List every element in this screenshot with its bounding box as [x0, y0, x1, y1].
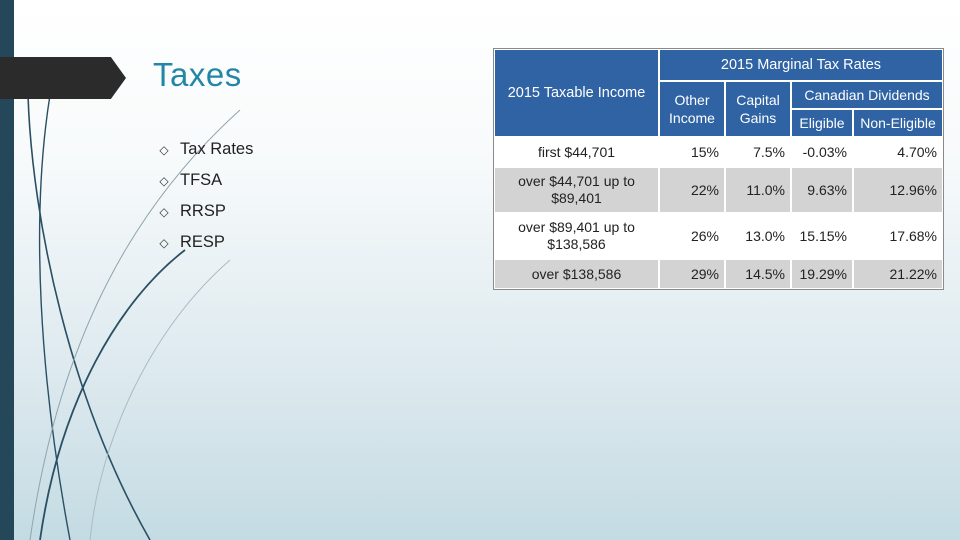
diamond-bullet-icon: ◇ [159, 235, 169, 250]
diamond-bullet-icon: ◇ [159, 173, 169, 188]
header-canadian-dividends: Canadian Dividends [791, 81, 943, 109]
bullet-list: ◇ Tax Rates ◇ TFSA ◇ RRSP ◇ RESP [158, 134, 253, 258]
cell-other: 26% [659, 213, 725, 259]
bullet-item: ◇ RRSP [158, 196, 253, 227]
header-non-eligible: Non-Eligible [853, 109, 943, 137]
bullet-item: ◇ Tax Rates [158, 134, 253, 165]
cell-eligible: 19.29% [791, 259, 853, 289]
cell-other: 29% [659, 259, 725, 289]
cell-income: over $44,701 up to $89,401 [494, 167, 659, 213]
cell-income: first $44,701 [494, 137, 659, 167]
cell-income: over $138,586 [494, 259, 659, 289]
cell-eligible: 9.63% [791, 167, 853, 213]
table-row: over $89,401 up to $138,586 26% 13.0% 15… [494, 213, 943, 259]
cell-capital: 11.0% [725, 167, 791, 213]
diamond-bullet-icon: ◇ [159, 142, 169, 157]
bullet-label: TFSA [180, 171, 223, 189]
cell-income: over $89,401 up to $138,586 [494, 213, 659, 259]
slide-title: Taxes [153, 56, 242, 93]
header-other-income: Other Income [659, 81, 725, 137]
table-row: over $138,586 29% 14.5% 19.29% 21.22% [494, 259, 943, 289]
bullet-label: RRSP [180, 202, 226, 220]
table-row: first $44,701 15% 7.5% -0.03% 4.70% [494, 137, 943, 167]
cell-non-eligible: 12.96% [853, 167, 943, 213]
bullet-label: RESP [180, 233, 225, 251]
tax-rates-table: 2015 Taxable Income 2015 Marginal Tax Ra… [493, 48, 944, 290]
cell-non-eligible: 4.70% [853, 137, 943, 167]
header-eligible: Eligible [791, 109, 853, 137]
table-row: over $44,701 up to $89,401 22% 11.0% 9.6… [494, 167, 943, 213]
cell-capital: 7.5% [725, 137, 791, 167]
header-capital-gains: Capital Gains [725, 81, 791, 137]
bullet-item: ◇ RESP [158, 227, 253, 258]
title-tab-shape [0, 57, 126, 99]
cell-non-eligible: 17.68% [853, 213, 943, 259]
left-accent-bar [0, 0, 14, 540]
cell-eligible: -0.03% [791, 137, 853, 167]
cell-other: 22% [659, 167, 725, 213]
cell-other: 15% [659, 137, 725, 167]
cell-capital: 13.0% [725, 213, 791, 259]
header-taxable-income: 2015 Taxable Income [494, 49, 659, 137]
cell-non-eligible: 21.22% [853, 259, 943, 289]
cell-capital: 14.5% [725, 259, 791, 289]
header-marginal-rates: 2015 Marginal Tax Rates [659, 49, 943, 81]
bullet-item: ◇ TFSA [158, 165, 253, 196]
cell-eligible: 15.15% [791, 213, 853, 259]
diamond-bullet-icon: ◇ [159, 204, 169, 219]
bullet-label: Tax Rates [180, 140, 254, 158]
